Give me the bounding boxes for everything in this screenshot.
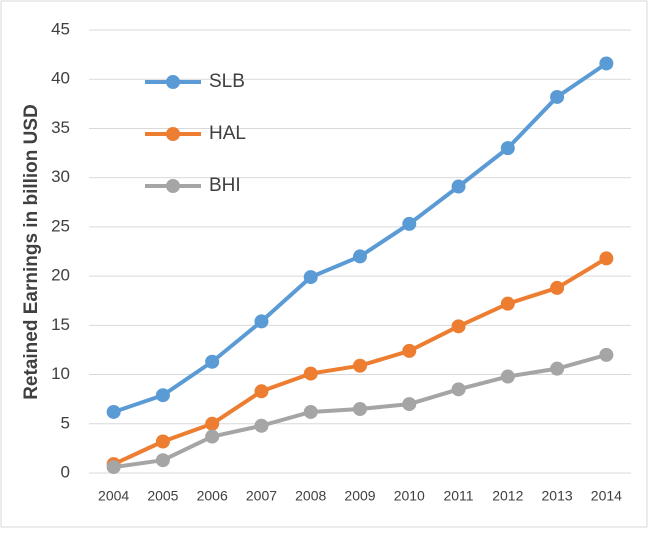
data-point [254, 314, 269, 329]
data-point [155, 434, 170, 449]
y-tick-label: 15 [51, 315, 70, 334]
x-tick-label: 2010 [394, 488, 425, 504]
data-point [500, 296, 515, 311]
x-tick-label: 2008 [295, 488, 326, 504]
y-tick-label: 30 [51, 167, 70, 186]
data-point [500, 369, 515, 384]
data-point [402, 343, 417, 358]
y-tick-label: 35 [51, 118, 70, 137]
legend-marker [166, 127, 180, 141]
data-point [106, 460, 121, 475]
data-point [550, 89, 565, 104]
data-point [106, 404, 121, 419]
data-point [451, 382, 466, 397]
x-tick-label: 2011 [443, 488, 473, 504]
legend-label: HAL [209, 123, 246, 144]
x-tick-label: 2007 [246, 488, 277, 504]
y-tick-label: 45 [51, 19, 70, 38]
data-point [303, 404, 318, 419]
data-point [599, 56, 614, 71]
data-point [205, 416, 220, 431]
data-point [155, 453, 170, 468]
data-point [303, 366, 318, 381]
data-point [550, 361, 565, 376]
data-point [353, 249, 367, 264]
data-point [303, 270, 318, 285]
data-point [451, 179, 466, 194]
data-point [599, 251, 614, 266]
x-tick-label: 2012 [492, 488, 523, 504]
y-tick-label: 10 [51, 364, 70, 383]
data-point [451, 319, 466, 334]
data-point [599, 347, 614, 362]
legend-marker [166, 179, 180, 193]
y-tick-label: 20 [51, 266, 70, 285]
legend-label: BHI [209, 175, 241, 196]
data-point [402, 216, 417, 231]
data-point [205, 354, 220, 369]
x-tick-label: 2014 [591, 488, 622, 504]
data-point [205, 429, 220, 444]
y-axis-label: Retained Earnings in billion USD [21, 104, 42, 400]
x-tick-label: 2004 [98, 488, 129, 504]
data-point [550, 280, 565, 295]
data-point [254, 418, 269, 433]
x-tick-label: 2013 [542, 488, 573, 504]
legend-label: SLB [209, 71, 245, 92]
y-tick-label: 0 [61, 462, 70, 481]
data-point [155, 388, 170, 403]
data-point [353, 402, 367, 417]
x-tick-label: 2009 [344, 488, 375, 504]
y-tick-label: 25 [51, 216, 70, 235]
x-tick-label: 2006 [197, 488, 228, 504]
data-point [254, 384, 269, 399]
x-tick-label: 2005 [147, 488, 178, 504]
data-point [402, 397, 417, 412]
data-point [353, 358, 367, 373]
legend-marker [166, 75, 180, 89]
y-tick-label: 5 [61, 413, 70, 432]
y-tick-label: 40 [51, 69, 70, 88]
data-point [500, 141, 515, 156]
